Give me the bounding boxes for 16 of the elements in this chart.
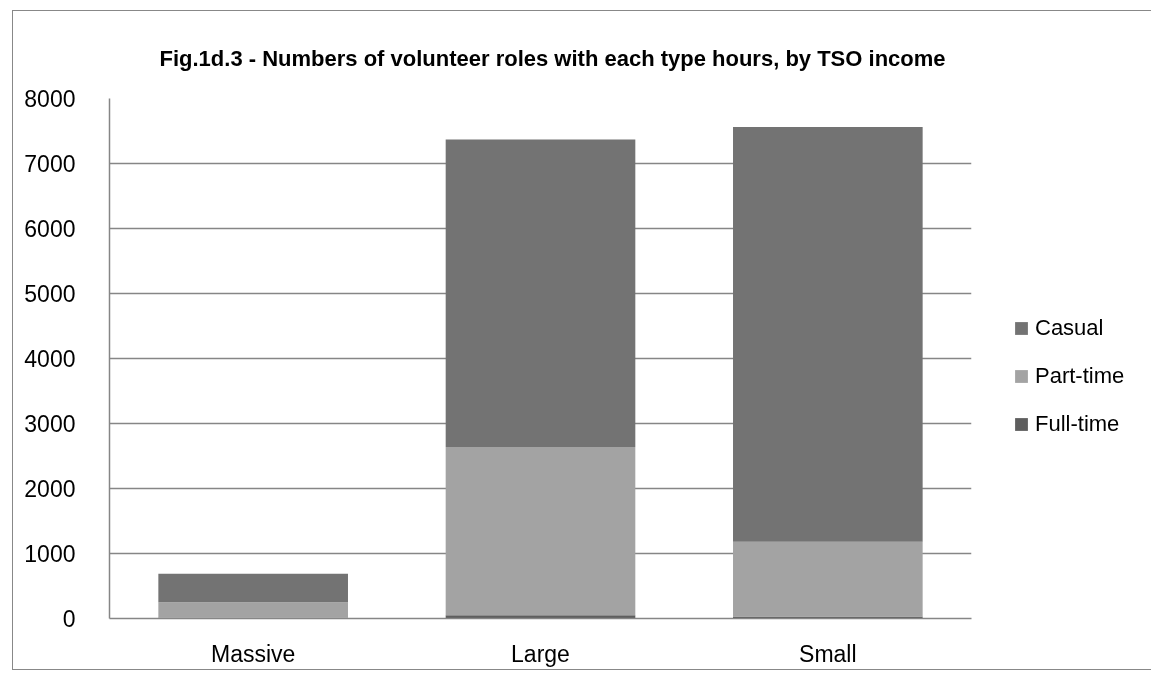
legend-label: Part-time xyxy=(1035,363,1125,389)
x-tick-label: Massive xyxy=(210,640,296,667)
y-tick-label: 3000 xyxy=(24,411,76,437)
y-tick-label: 8000 xyxy=(24,86,76,112)
chart-title: Fig.1d.3 - Numbers of volunteer roles with each type hours, by TSO income xyxy=(159,45,946,71)
y-tick-label: 1000 xyxy=(24,541,76,567)
x-tick-label: Small xyxy=(799,640,857,667)
y-tick-label: 4000 xyxy=(24,346,76,372)
x-tick-label: Large xyxy=(511,640,570,667)
y-tick-label: 6000 xyxy=(24,216,76,242)
y-tick-label: 7000 xyxy=(24,151,76,177)
legend-label: Casual xyxy=(1035,315,1104,341)
y-tick-label: 2000 xyxy=(24,476,76,502)
y-tick-label: 0 xyxy=(62,606,76,632)
y-tick-label: 5000 xyxy=(24,281,76,307)
legend-label: Full-time xyxy=(1035,411,1120,437)
